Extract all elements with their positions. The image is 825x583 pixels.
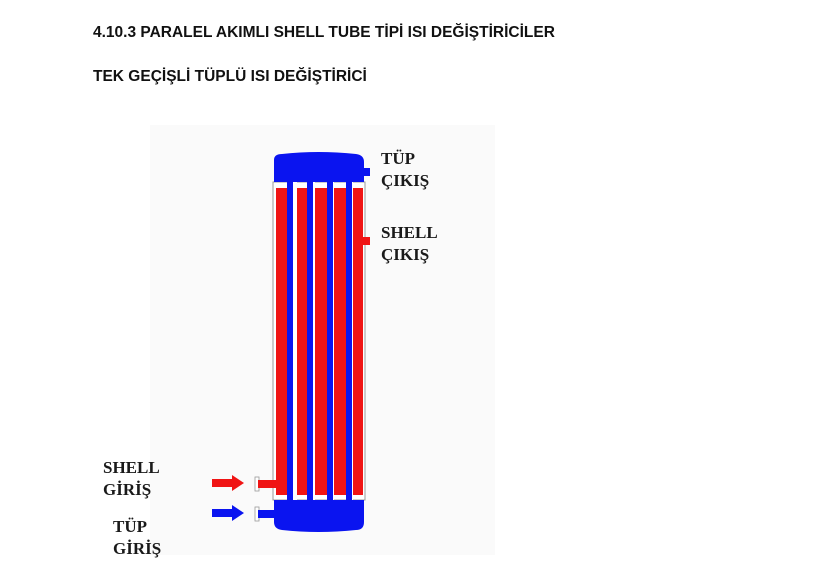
label-line: GİRİŞ [113, 539, 162, 558]
tubes [287, 180, 353, 502]
tube-outlet-nozzle [363, 168, 370, 176]
tube-gap [313, 182, 315, 500]
shell-inlet-nozzle [258, 480, 276, 488]
label-line: ÇIKIŞ [381, 171, 430, 190]
tube-inlet-label: TÜP GİRİŞ [113, 516, 161, 560]
tube [346, 180, 352, 502]
tube [287, 180, 293, 502]
shell-outlet-nozzle [363, 237, 370, 245]
shell-outlet-label: SHELL ÇIKIŞ [381, 222, 438, 266]
top-header [274, 152, 364, 182]
tube-gap [333, 182, 334, 500]
tube-inlet-nozzle [258, 510, 276, 518]
shell-inlet-arrow-icon [212, 475, 244, 491]
subtitle: TEK GEÇİŞLİ TÜPLÜ ISI DEĞİŞTİRİCİ [93, 68, 367, 85]
tube [307, 180, 313, 502]
tube-outlet-label: TÜP ÇIKIŞ [381, 148, 429, 192]
tube-inlet-arrow-icon [212, 505, 244, 521]
label-line: SHELL [103, 458, 160, 477]
shell-inlet-label: SHELL GİRİŞ [103, 457, 160, 501]
tube [327, 180, 333, 502]
section-title: 4.10.3 PARALEL AKIMLI SHELL TUBE TİPİ IS… [93, 24, 555, 41]
label-line: ÇIKIŞ [381, 245, 430, 264]
bottom-header [274, 500, 364, 532]
tube-gap [352, 182, 353, 500]
label-line: TÜP [381, 149, 415, 168]
label-line: TÜP [113, 517, 147, 536]
tube-gap [293, 182, 297, 500]
label-line: GİRİŞ [103, 480, 152, 499]
label-line: SHELL [381, 223, 438, 242]
